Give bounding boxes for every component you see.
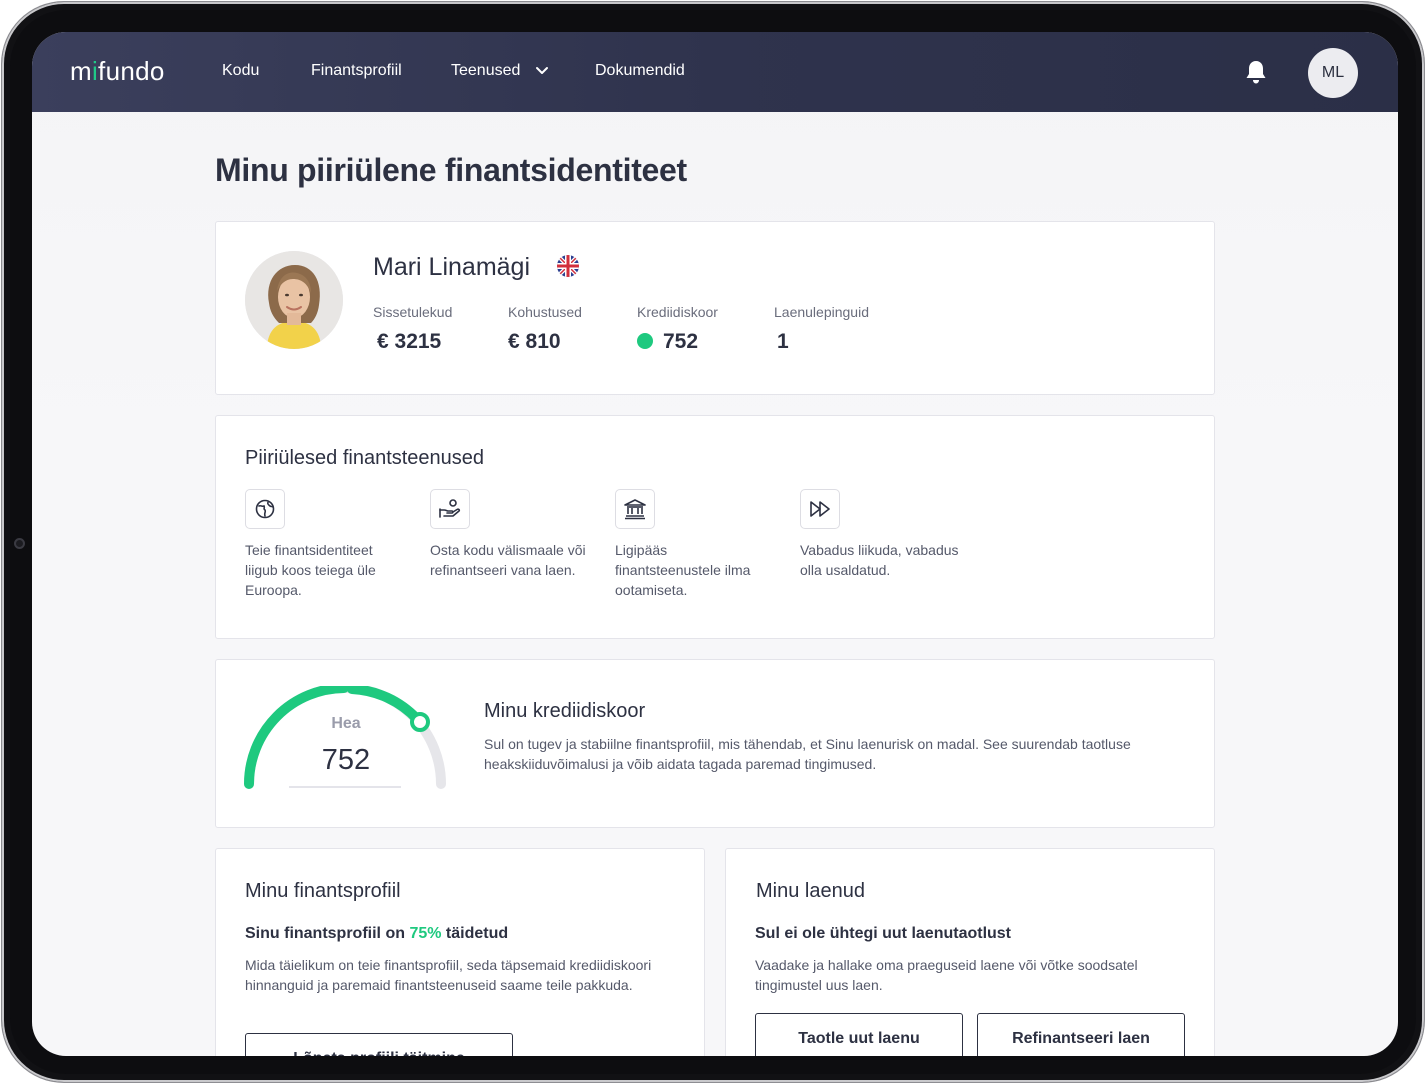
nav-item-kodu[interactable]: Kodu xyxy=(222,62,260,79)
gauge-divider xyxy=(289,786,401,788)
loans-card: Minu laenud Sul ei ole ühtegi uut laenut… xyxy=(725,848,1215,1056)
credit-score-gauge xyxy=(244,686,446,789)
mifundo-logo[interactable]: mifundo xyxy=(70,56,165,86)
service-text-freedom: Vabadus liikuda, vabadus olla usaldatud. xyxy=(800,542,959,578)
loans-description: Vaadake ja hallake oma praeguseid laene … xyxy=(755,957,1138,993)
gauge-rating-label: Hea xyxy=(331,715,361,732)
loan-contracts-value: 1 xyxy=(777,330,789,353)
profile-photo xyxy=(245,251,343,349)
bell-icon[interactable] xyxy=(1244,59,1268,85)
page-title: Minu piiriülene finantsidentiteet xyxy=(215,152,687,188)
credit-score-label: Krediidiskoor xyxy=(637,304,718,320)
service-text-identity: Teie finantsidentiteet liigub koos teieg… xyxy=(245,542,376,598)
service-text-access: Ligipääs finantsteenustele ilma ootamise… xyxy=(615,542,751,598)
user-avatar[interactable]: ML xyxy=(1308,48,1358,98)
profile-name: Mari Linamägi xyxy=(373,253,531,281)
profile-completion-heading: Sinu finantsprofiil on 75% täidetud xyxy=(245,925,509,942)
nav-item-teenused-label: Teenused xyxy=(451,62,521,79)
loans-title: Minu laenud xyxy=(756,880,865,902)
hand-coin-icon xyxy=(430,489,470,529)
financial-profile-card: Minu finantsprofiil Sinu finantsprofiil … xyxy=(215,848,705,1056)
nav-item-dokumendid[interactable]: Dokumendid xyxy=(595,62,685,79)
bank-icon xyxy=(615,489,655,529)
liabilities-label: Kohustused xyxy=(508,304,582,320)
app-screen: mifundo Kodu Finantsprofiil Teenused Dok… xyxy=(32,32,1398,1056)
credit-score-value: 752 xyxy=(663,330,699,353)
complete-profile-button[interactable]: Lõpeta profiili täitmine xyxy=(245,1033,513,1056)
credit-score-title: Minu krediidiskoor xyxy=(484,700,646,722)
income-label: Sissetulekud xyxy=(373,304,453,320)
liabilities-value: € 810 xyxy=(508,330,561,353)
profile-card: Mari Linamägi Sissetulekud € 3215 Kohust… xyxy=(215,221,1215,395)
united-kingdom-flag-icon xyxy=(557,255,579,277)
chevron-down-icon xyxy=(535,66,548,74)
status-dot-icon xyxy=(637,333,653,349)
loans-heading: Sul ei ole ühtegi uut laenutaotlust xyxy=(755,925,1012,942)
refinance-loan-button[interactable]: Refinantseeri laen xyxy=(977,1013,1185,1056)
fast-forward-icon xyxy=(800,489,840,529)
nav-item-finantsprofiil[interactable]: Finantsprofiil xyxy=(311,62,402,79)
financial-profile-title: Minu finantsprofiil xyxy=(245,880,401,902)
globe-icon xyxy=(245,489,285,529)
top-nav: mifundo Kodu Finantsprofiil Teenused Dok… xyxy=(32,32,1398,112)
income-value: € 3215 xyxy=(377,330,442,353)
camera-icon xyxy=(14,538,25,549)
loan-contracts-label: Laenulepinguid xyxy=(774,304,869,320)
completion-percent: 75% xyxy=(409,925,442,942)
financial-profile-description: Mida täielikum on teie finantsprofiil, s… xyxy=(245,957,652,993)
service-text-home: Osta kodu välismaale või refinantseeri v… xyxy=(430,542,586,578)
gauge-score-value: 752 xyxy=(321,744,371,776)
credit-score-stat: 752 xyxy=(637,330,698,354)
nav-item-teenused[interactable]: Teenused xyxy=(451,62,549,80)
services-title: Piiriülesed finantsteenused xyxy=(245,447,485,469)
credit-score-card: Hea 752 Minu krediidiskoor Sul on tugev … xyxy=(215,659,1215,828)
credit-score-description: Sul on tugev ja stabiilne finantsprofiil… xyxy=(484,736,1131,772)
apply-loan-button[interactable]: Taotle uut laenu xyxy=(755,1013,963,1056)
services-card: Piiriülesed finantsteenused Teie finants… xyxy=(215,415,1215,639)
